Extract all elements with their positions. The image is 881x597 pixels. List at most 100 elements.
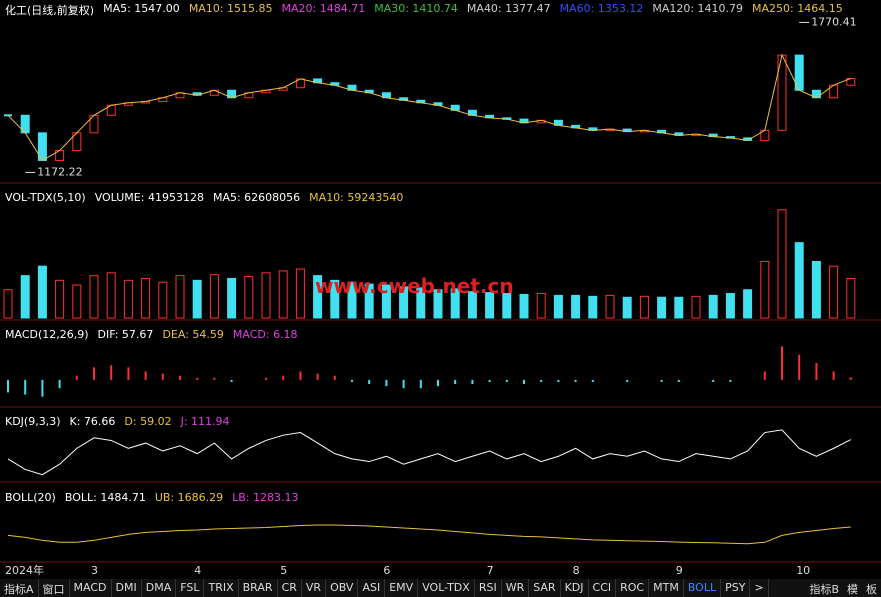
x-axis-label: 3	[91, 564, 98, 577]
tab[interactable]: BRAR	[239, 579, 278, 597]
tab[interactable]: DMI	[112, 579, 142, 597]
volume-bar	[829, 265, 839, 319]
indicator-value: D: 59.02	[124, 415, 172, 428]
x-axis-label: 7	[487, 564, 494, 577]
volume-bar	[639, 295, 649, 319]
kdj-line	[7, 429, 852, 476]
volume-bar	[467, 291, 477, 319]
right-tabs: 指标B 模板	[805, 579, 881, 597]
panel-header: BOLL(20) BOLL: 1484.71 UB: 1686.29 LB: 1283…	[5, 491, 299, 504]
tab[interactable]: 板	[866, 583, 877, 596]
volume-bar	[261, 272, 271, 319]
tab[interactable]: 指标A	[0, 579, 39, 597]
tab[interactable]: 指标B	[809, 583, 839, 596]
panel-header: VOL-TDX(5,10) VOLUME: 41953128 MA5: 626080…	[5, 191, 403, 204]
macd-bar	[540, 379, 543, 382]
tab[interactable]: VR	[302, 579, 327, 597]
macd-bar	[454, 379, 457, 385]
volume-bar	[381, 284, 391, 319]
indicator-value: VOLUME: 41953128	[94, 191, 204, 204]
macd-bar	[110, 365, 113, 380]
tab[interactable]: VOL-TDX	[418, 579, 475, 597]
volume-bar	[55, 279, 65, 319]
volume-bar	[106, 272, 116, 319]
macd-bar	[471, 379, 474, 385]
macd-bar	[505, 379, 508, 382]
tab[interactable]: BOLL	[684, 579, 722, 597]
x-axis-label: 6	[383, 564, 390, 577]
tab[interactable]: ASI	[358, 579, 386, 597]
macd-bar	[815, 363, 818, 380]
tab[interactable]: RSI	[475, 579, 502, 597]
x-axis-label: 4	[194, 564, 201, 577]
indicator-value: MA5: 62608056	[212, 191, 301, 204]
macd-bar	[781, 346, 783, 380]
tab[interactable]: OBV	[326, 579, 359, 597]
macd-bar	[712, 379, 715, 382]
volume-bar	[20, 275, 30, 319]
tab[interactable]: SAR	[529, 579, 561, 597]
tab[interactable]: FSL	[176, 579, 205, 597]
macd-bar	[144, 371, 147, 380]
macd-bar	[591, 379, 594, 382]
indicator-value: J: 111.94	[180, 415, 230, 428]
volume-bar	[347, 281, 357, 319]
volume-bar	[158, 281, 168, 319]
volume-bar	[192, 279, 202, 319]
tab[interactable]: PSY	[721, 579, 751, 597]
indicator-value: MA60: 1353.12	[559, 2, 644, 15]
macd-bar	[488, 379, 491, 382]
panel-header: 化工(日线,前复权) MA5: 1547.00 MA10: 1515.85 MA20:…	[5, 2, 843, 18]
x-axis-label: 9	[676, 564, 683, 577]
macd-bar	[402, 379, 405, 389]
tab[interactable]: EMV	[385, 579, 419, 597]
volume-bar	[3, 289, 13, 319]
volume-bar	[605, 294, 615, 319]
tab[interactable]: WR	[502, 579, 530, 597]
indicator-value: MA5: 1547.00	[103, 2, 180, 15]
volume-bar	[743, 289, 753, 319]
macd-bar	[230, 379, 233, 382]
volume-bar	[553, 294, 563, 319]
indicator-value: BOLL: 1484.71	[64, 491, 146, 504]
watermark: www.cweb.net.cn	[315, 274, 514, 298]
x-axis-label: 2024年	[5, 563, 44, 577]
tab[interactable]: DMA	[142, 579, 177, 597]
tab[interactable]: TRIX	[204, 579, 239, 597]
volume-bar	[450, 288, 460, 319]
macd-bar	[729, 379, 732, 382]
volume-bar	[691, 295, 701, 319]
tab[interactable]: KDJ	[561, 579, 589, 597]
macd-bar	[523, 379, 525, 385]
macd-bar	[677, 379, 680, 382]
indicator-value: UB: 1686.29	[154, 491, 224, 504]
panel-header: MACD(12,26,9) DIF: 57.67 DEA: 54.59 MACD: 6…	[5, 328, 298, 341]
macd-bar	[75, 375, 78, 380]
tab[interactable]: MTM	[649, 579, 684, 597]
indicator-value: MA30: 1410.74	[374, 2, 458, 15]
indicator-value: MA40: 1377.47	[466, 2, 551, 15]
tab[interactable]: 窗口	[39, 579, 70, 597]
macd-bar	[316, 373, 319, 380]
volume-bar	[502, 293, 512, 319]
macd-bar	[93, 367, 95, 380]
tab[interactable]: 模	[847, 583, 858, 596]
tab[interactable]: MACD	[70, 579, 112, 597]
close-line	[7, 53, 851, 162]
tab[interactable]: CR	[278, 579, 302, 597]
tab[interactable]: ROC	[616, 579, 650, 597]
macd-bar	[849, 377, 852, 380]
volume-bar	[657, 296, 667, 319]
macd-bar	[213, 377, 216, 380]
tab[interactable]: >	[750, 579, 769, 597]
macd-bar	[41, 379, 44, 397]
tab[interactable]: CCI	[589, 579, 617, 597]
macd-bar	[798, 354, 801, 380]
macd-bar	[7, 379, 9, 393]
panel-header: KDJ(9,3,3) K: 76.66 D: 59.02 J: 111.94	[5, 415, 230, 428]
indicator-value: 化工(日线,前复权)	[5, 4, 95, 17]
indicator-value: VOL-TDX(5,10)	[5, 191, 86, 204]
volume-bar	[227, 277, 237, 319]
